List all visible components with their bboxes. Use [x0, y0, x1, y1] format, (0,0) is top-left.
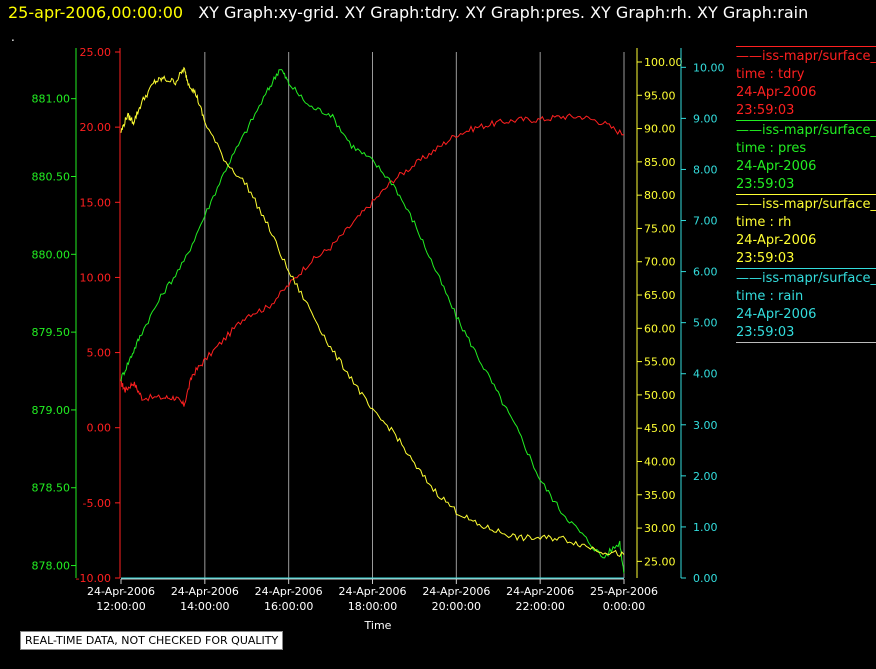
legend-separator [736, 120, 876, 121]
rain-tick-label: 5.00 [693, 317, 718, 330]
rh-tick-label: 65.00 [644, 289, 676, 302]
x-tick-date: 24-Apr-2006 [87, 585, 155, 598]
legend-series-time: 23:59:03 [736, 103, 795, 118]
quality-note: REAL-TIME DATA, NOT CHECKED FOR QUALITY [20, 631, 284, 650]
rh-tick-label: 55.00 [644, 356, 676, 369]
rh-tick-label: 45.00 [644, 422, 676, 435]
rh-tick-label: 85.00 [644, 156, 676, 169]
x-tick-time: 16:00:00 [264, 600, 313, 613]
rh-tick-label: 95.00 [644, 89, 676, 102]
x-tick-date: 24-Apr-2006 [255, 585, 323, 598]
x-tick-date: 24-Apr-2006 [338, 585, 406, 598]
rh-tick-label: 25.00 [644, 555, 676, 568]
legend-separator [736, 194, 876, 195]
series-tdry-line [120, 113, 625, 407]
rh-tick-label: 100.00 [644, 56, 683, 69]
pres-tick-label: 881.00 [32, 93, 71, 106]
rain-tick-label: 0.00 [693, 572, 718, 585]
x-tick-time: 18:00:00 [348, 600, 397, 613]
x-tick-time: 20:00:00 [432, 600, 481, 613]
pres-tick-label: 879.00 [32, 404, 71, 417]
rh-tick-label: 60.00 [644, 322, 676, 335]
rh-tick-label: 30.00 [644, 522, 676, 535]
tdry-tick-label: 5.00 [87, 347, 112, 360]
rh-tick-label: 35.00 [644, 489, 676, 502]
legend-entry: ——iss-mapr/surface_time : tdry 24-Apr-200… [736, 46, 876, 120]
pres-tick-label: 878.50 [32, 482, 71, 495]
rain-tick-label: 7.00 [693, 215, 718, 228]
pres-tick-label: 879.50 [32, 326, 71, 339]
rh-tick-label: 75.00 [644, 222, 676, 235]
rh-tick-label: 50.00 [644, 389, 676, 402]
x-tick-date: 24-Apr-2006 [422, 585, 490, 598]
x-axis-label: Time [364, 619, 392, 632]
legend-series-time: 23:59:03 [736, 251, 795, 266]
pres-tick-label: 880.50 [32, 170, 71, 183]
legend-series-name: ——iss-mapr/surface_ [736, 49, 876, 64]
legend-series-date: 24-Apr-2006 [736, 85, 817, 100]
x-tick-date: 24-Apr-2006 [506, 585, 574, 598]
rain-tick-label: 10.00 [693, 61, 725, 74]
legend-bottom-rule [736, 342, 876, 343]
tdry-tick-label: -5.00 [83, 497, 111, 510]
series-pres-line [120, 68, 625, 574]
rain-tick-label: 9.00 [693, 112, 718, 125]
rh-tick-label: 80.00 [644, 189, 676, 202]
rain-tick-label: 4.00 [693, 368, 718, 381]
pres-tick-label: 880.00 [32, 248, 71, 261]
x-tick-time: 14:00:00 [180, 600, 229, 613]
legend-series-var: time : rh [736, 215, 792, 230]
rh-tick-label: 40.00 [644, 455, 676, 468]
legend-series-date: 24-Apr-2006 [736, 159, 817, 174]
legend-separator [736, 268, 876, 269]
x-tick-time: 0:00:00 [603, 600, 645, 613]
legend-separator [736, 46, 876, 47]
legend-entry: ——iss-mapr/surface_time : rh 24-Apr-2006 2… [736, 194, 876, 268]
rain-tick-label: 6.00 [693, 266, 718, 279]
legend-series-var: time : rain [736, 289, 804, 304]
tdry-tick-label: -10.00 [76, 572, 111, 585]
rain-tick-label: 8.00 [693, 163, 718, 176]
legend-series-time: 23:59:03 [736, 325, 795, 340]
rain-tick-label: 3.00 [693, 419, 718, 432]
x-tick-time: 12:00:00 [96, 600, 145, 613]
x-tick-time: 22:00:00 [515, 600, 564, 613]
legend-series-date: 24-Apr-2006 [736, 233, 817, 248]
legend-series-name: ——iss-mapr/surface_ [736, 271, 876, 286]
legend-series-date: 24-Apr-2006 [736, 307, 817, 322]
legend-series-var: time : tdry [736, 67, 805, 82]
tdry-tick-label: 0.00 [87, 422, 112, 435]
legend-entry: ——iss-mapr/surface_time : pres 24-Apr-200… [736, 120, 876, 194]
rain-tick-label: 2.00 [693, 470, 718, 483]
header-dot: . [11, 30, 15, 44]
legend-series-name: ——iss-mapr/surface_ [736, 123, 876, 138]
series-rh-line [120, 66, 625, 558]
legend: ——iss-mapr/surface_ time : tdry 24-Apr-200… [736, 46, 876, 343]
chart-header: 25-apr-2006,00:00:00 XY Graph:xy-grid. X… [8, 3, 808, 22]
pres-tick-label: 878.00 [32, 560, 71, 573]
header-date: 25-apr-2006,00:00:00 [8, 3, 184, 22]
rh-tick-label: 90.00 [644, 123, 676, 136]
rain-tick-label: 1.00 [693, 521, 718, 534]
tdry-tick-label: 10.00 [80, 271, 112, 284]
tdry-tick-label: 15.00 [80, 196, 112, 209]
tdry-tick-label: 20.00 [80, 121, 112, 134]
rh-tick-label: 70.00 [644, 256, 676, 269]
header-graph-titles: XY Graph:xy-grid. XY Graph:tdry. XY Grap… [198, 3, 809, 22]
tdry-tick-label: 25.00 [80, 46, 112, 59]
x-tick-date: 25-Apr-2006 [590, 585, 658, 598]
x-tick-date: 24-Apr-2006 [171, 585, 239, 598]
legend-entry: ——iss-mapr/surface_time : rain 24-Apr-200… [736, 268, 876, 342]
legend-series-var: time : pres [736, 141, 807, 156]
legend-series-name: ——iss-mapr/surface_ [736, 197, 876, 212]
legend-series-time: 23:59:03 [736, 177, 795, 192]
